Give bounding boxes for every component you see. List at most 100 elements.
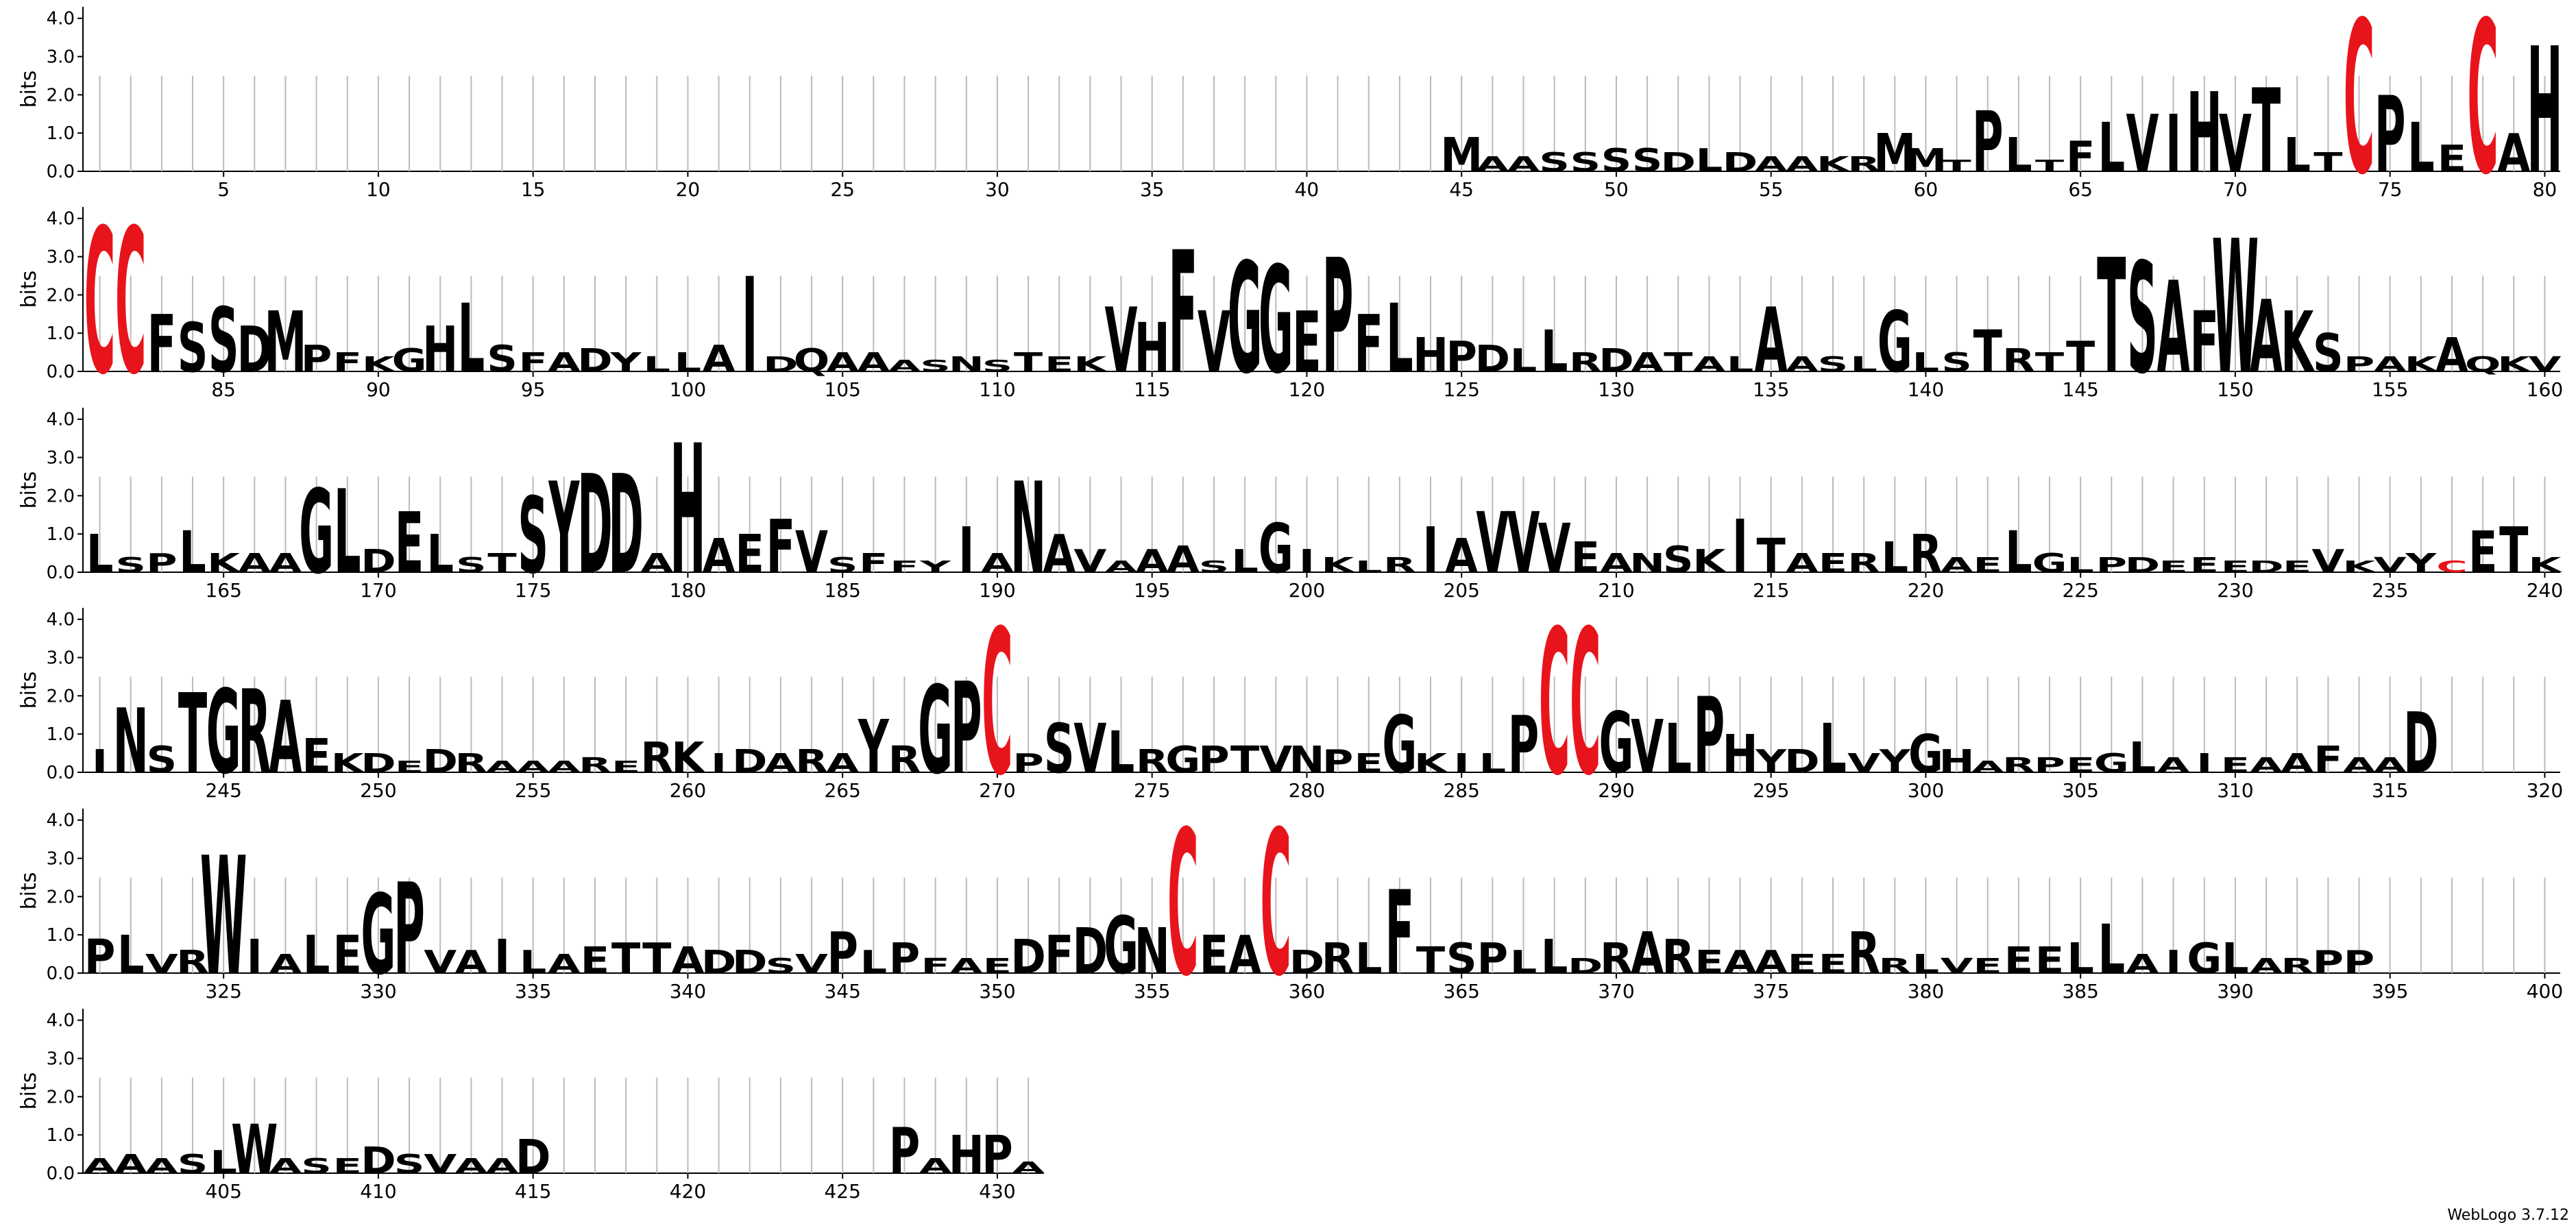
logo-letter-K: K bbox=[671, 733, 705, 783]
logo-letter-P: P bbox=[84, 930, 115, 985]
x-tick-label: 155 bbox=[2372, 378, 2408, 401]
logo-letter-H: H bbox=[1413, 328, 1448, 383]
logo-letter-A: A bbox=[1755, 289, 1788, 393]
logo-letter-S: S bbox=[766, 954, 797, 979]
logo-letter-I: I bbox=[958, 515, 974, 588]
logo-letter-K: K bbox=[2343, 558, 2377, 576]
logo-letter-E: E bbox=[611, 758, 640, 776]
logo-letter-A: A bbox=[1600, 548, 1633, 579]
x-tick-label: 355 bbox=[1134, 980, 1170, 1003]
logo-letter-A: A bbox=[1167, 538, 1200, 581]
logo-letter-L: L bbox=[2067, 934, 2094, 983]
logo-letter-A: A bbox=[486, 758, 519, 776]
logo-letter-E: E bbox=[2190, 553, 2219, 578]
logo-letter-L: L bbox=[1355, 934, 1383, 983]
logo-letter-H: H bbox=[670, 407, 705, 615]
logo-letter-S: S bbox=[208, 289, 239, 393]
logo-letter-D: D bbox=[577, 445, 612, 604]
x-tick-label: 35 bbox=[1140, 178, 1165, 201]
logo-letter-E: E bbox=[2221, 558, 2250, 576]
x-tick-label: 200 bbox=[1289, 579, 1325, 602]
logo-letter-A: A bbox=[548, 758, 581, 776]
logo-letter-F: F bbox=[147, 298, 176, 390]
logo-letter-L: L bbox=[86, 524, 114, 585]
y-tick-label: 1.0 bbox=[47, 323, 75, 344]
logo-letter-L: L bbox=[2005, 519, 2032, 587]
x-tick-label: 365 bbox=[1443, 980, 1479, 1003]
logo-letter-A: A bbox=[2435, 328, 2468, 383]
logo-letter-L: L bbox=[1727, 352, 1754, 377]
logo-letter-S: S bbox=[301, 1154, 332, 1179]
logo-letter-C: C bbox=[1570, 587, 1601, 820]
logo-letter-G: G bbox=[1165, 738, 1200, 781]
logo-letter-A: A bbox=[238, 548, 271, 579]
x-tick-label: 25 bbox=[830, 178, 855, 201]
logo-letter-F: F bbox=[1169, 217, 1198, 412]
logo-letter-R: R bbox=[1662, 930, 1694, 985]
logo-letter-E: E bbox=[2438, 137, 2466, 180]
x-tick-label: 295 bbox=[1753, 779, 1789, 802]
logo-letter-S: S bbox=[178, 1149, 208, 1180]
logo-letter-V: V bbox=[424, 1149, 457, 1180]
x-tick-label: 370 bbox=[1598, 980, 1634, 1003]
x-tick-label: 135 bbox=[1753, 378, 1789, 401]
x-tick-label: 190 bbox=[979, 579, 1015, 602]
y-tick-label: 0.0 bbox=[47, 563, 75, 583]
logo-letter-Q: Q bbox=[2465, 352, 2501, 377]
logo-letter-F: F bbox=[333, 347, 362, 378]
logo-letter-A: A bbox=[1786, 152, 1819, 177]
y-tick-label: 2.0 bbox=[47, 85, 75, 106]
logo-letter-S: S bbox=[2313, 323, 2344, 384]
logo-letter-F: F bbox=[921, 954, 949, 979]
logo-letter-R: R bbox=[1878, 954, 1911, 979]
logo-letter-L: L bbox=[1231, 543, 1259, 580]
logo-letter-E: E bbox=[395, 758, 424, 776]
logo-letter-T: T bbox=[1014, 347, 1043, 378]
logo-letter-V: V bbox=[1259, 738, 1292, 781]
logo-letter-V: V bbox=[1073, 709, 1106, 789]
x-tick-label: 15 bbox=[521, 178, 546, 201]
weblogo-credit: WebLogo 3.7.12 bbox=[2447, 1207, 2569, 1224]
logo-letter-E: E bbox=[2221, 753, 2250, 778]
logo-letter-E: E bbox=[1200, 925, 1228, 986]
logo-letter-L: L bbox=[1355, 558, 1383, 576]
y-tick-label: 3.0 bbox=[47, 1049, 75, 1070]
logo-letter-F: F bbox=[890, 558, 919, 576]
logo-letter-C: C bbox=[115, 186, 146, 419]
logo-letter-E: E bbox=[2004, 939, 2033, 982]
x-tick-label: 100 bbox=[670, 378, 706, 401]
logo-letter-E: E bbox=[983, 954, 1012, 979]
logo-letter-S: S bbox=[1570, 147, 1601, 178]
logo-letter-G: G bbox=[361, 871, 396, 999]
logo-letter-A: A bbox=[2374, 352, 2407, 377]
logo-letter-E: E bbox=[1354, 748, 1383, 779]
logo-letter-D: D bbox=[1599, 342, 1633, 379]
logo-letter-A: A bbox=[1755, 152, 1788, 177]
logo-letter-P: P bbox=[1012, 748, 1043, 779]
logo-letter-Y: Y bbox=[1755, 743, 1788, 780]
logo-letter-F: F bbox=[859, 548, 888, 579]
x-tick-label: 160 bbox=[2527, 378, 2563, 401]
logo-letter-G: G bbox=[2094, 748, 2129, 779]
logo-letter-R: R bbox=[795, 743, 828, 780]
x-tick-label: 275 bbox=[1134, 779, 1170, 802]
logo-letter-D: D bbox=[2125, 553, 2160, 578]
logo-letter-D: D bbox=[701, 944, 736, 981]
logo-letter-L: L bbox=[1541, 930, 1568, 985]
logo-letter-P: P bbox=[1972, 93, 2003, 191]
logo-letter-F: F bbox=[1354, 298, 1383, 390]
logo-letter-V: V bbox=[1941, 954, 1973, 979]
logo-letter-H: H bbox=[2527, 12, 2562, 213]
logo-letter-R: R bbox=[1847, 152, 1880, 177]
logo-letter-T: T bbox=[2097, 225, 2126, 409]
x-tick-label: 115 bbox=[1134, 378, 1170, 401]
logo-letter-A: A bbox=[1043, 524, 1076, 585]
y-axis-label: bits bbox=[17, 872, 41, 910]
y-tick-label: 3.0 bbox=[47, 849, 75, 870]
logo-letter-A: A bbox=[2157, 256, 2190, 402]
x-tick-label: 305 bbox=[2062, 779, 2098, 802]
logo-letter-L: L bbox=[1510, 944, 1538, 981]
y-tick-label: 0.0 bbox=[47, 963, 75, 984]
x-tick-label: 235 bbox=[2372, 579, 2408, 602]
logo-letter-T: T bbox=[2035, 347, 2064, 378]
